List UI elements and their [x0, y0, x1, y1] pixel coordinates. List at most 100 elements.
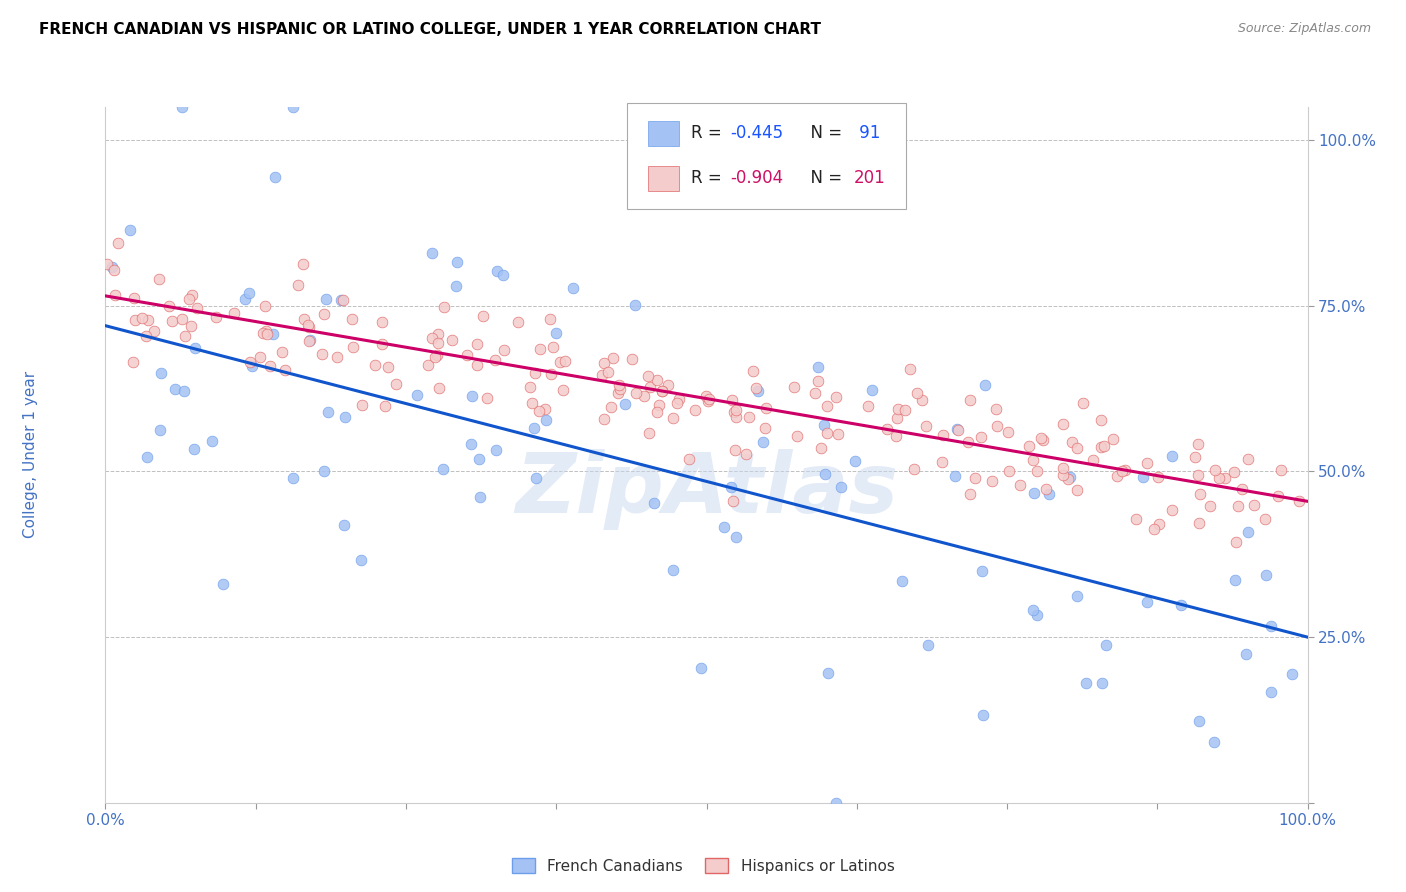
- Point: [647, 373, 669, 387]
- Point: [332, 293, 354, 307]
- Point: [970, 564, 993, 578]
- Point: [471, 309, 494, 323]
- Point: [824, 796, 846, 810]
- Point: [160, 313, 183, 327]
- Point: [1018, 439, 1040, 453]
- Point: [1260, 685, 1282, 699]
- Point: [259, 359, 281, 373]
- Point: [432, 462, 454, 476]
- Point: [645, 405, 668, 419]
- Point: [696, 394, 718, 409]
- Point: [96, 257, 118, 271]
- Point: [298, 334, 321, 349]
- Point: [312, 464, 335, 478]
- Point: [165, 382, 187, 396]
- Text: FRENCH CANADIAN VS HISPANIC OR LATINO COLLEGE, UNDER 1 YEAR CORRELATION CHART: FRENCH CANADIAN VS HISPANIC OR LATINO CO…: [39, 22, 821, 37]
- Point: [1132, 470, 1154, 484]
- Point: [281, 471, 304, 485]
- Point: [657, 378, 679, 392]
- Point: [1161, 449, 1184, 463]
- Point: [876, 422, 898, 436]
- Point: [817, 665, 839, 680]
- Point: [1234, 647, 1257, 661]
- Point: [426, 348, 449, 362]
- Point: [465, 336, 488, 351]
- Point: [959, 486, 981, 500]
- Point: [340, 312, 363, 326]
- Point: [484, 353, 506, 368]
- Text: N =: N =: [800, 124, 848, 143]
- Point: [1090, 440, 1112, 454]
- Point: [783, 380, 806, 394]
- Text: R =: R =: [690, 169, 727, 187]
- Point: [1223, 465, 1246, 479]
- Point: [825, 391, 848, 405]
- Point: [1026, 607, 1049, 622]
- Point: [385, 377, 408, 392]
- Point: [651, 384, 673, 399]
- Point: [205, 310, 228, 325]
- Point: [508, 314, 530, 328]
- Point: [911, 392, 934, 407]
- Point: [212, 577, 235, 591]
- Point: [1226, 499, 1249, 513]
- Point: [1091, 676, 1114, 690]
- Point: [150, 366, 173, 380]
- Point: [813, 418, 835, 433]
- Point: [120, 223, 142, 237]
- Legend: French Canadians, Hispanics or Latinos: French Canadians, Hispanics or Latinos: [506, 852, 900, 880]
- Point: [844, 453, 866, 467]
- Point: [607, 385, 630, 400]
- Point: [741, 364, 763, 378]
- Point: [492, 343, 515, 357]
- Point: [1101, 432, 1123, 446]
- Point: [520, 396, 543, 410]
- Point: [1198, 499, 1220, 513]
- Point: [312, 307, 335, 321]
- Point: [685, 402, 707, 417]
- Point: [932, 427, 955, 442]
- Point: [101, 260, 124, 274]
- Point: [886, 410, 908, 425]
- Point: [713, 520, 735, 534]
- Point: [485, 443, 508, 458]
- Point: [905, 386, 928, 401]
- Point: [183, 442, 205, 456]
- Point: [124, 312, 146, 326]
- Point: [1189, 487, 1212, 501]
- Point: [651, 384, 673, 398]
- Point: [297, 318, 319, 333]
- Point: [815, 426, 838, 441]
- Point: [298, 320, 321, 334]
- Point: [1204, 462, 1226, 476]
- Point: [1188, 516, 1211, 531]
- Point: [637, 369, 659, 384]
- Point: [371, 336, 394, 351]
- Point: [623, 298, 645, 312]
- Point: [1052, 468, 1074, 483]
- Point: [1114, 463, 1136, 477]
- Text: College, Under 1 year: College, Under 1 year: [24, 371, 38, 539]
- Point: [1026, 464, 1049, 478]
- Point: [1213, 471, 1236, 485]
- Point: [1288, 494, 1310, 508]
- Point: [554, 353, 576, 368]
- Point: [621, 351, 644, 366]
- Point: [1066, 441, 1088, 455]
- Point: [350, 553, 373, 567]
- Point: [1243, 498, 1265, 512]
- Point: [1056, 472, 1078, 486]
- Point: [420, 330, 443, 344]
- Text: -0.904: -0.904: [730, 169, 783, 187]
- Point: [256, 327, 278, 342]
- Point: [523, 366, 546, 380]
- Point: [1237, 525, 1260, 540]
- Point: [523, 421, 546, 435]
- Point: [751, 435, 773, 450]
- Point: [860, 383, 883, 397]
- Point: [815, 399, 838, 413]
- Point: [884, 429, 907, 443]
- Point: [157, 299, 180, 313]
- Point: [440, 333, 463, 347]
- Point: [271, 345, 294, 359]
